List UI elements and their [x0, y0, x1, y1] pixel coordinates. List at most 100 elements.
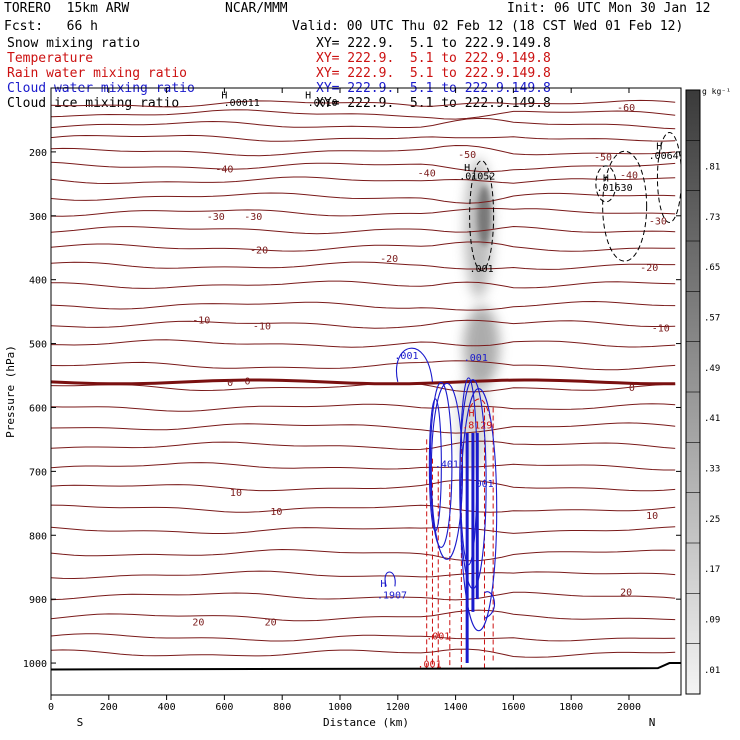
isotherm-line — [51, 192, 676, 204]
xsec-cloudice: XY= 222.9. 5.1 to 222.9.149.8 — [316, 96, 551, 111]
isotherm-line — [51, 440, 676, 451]
isotherm-line — [51, 591, 676, 601]
rain-water-label: .001 — [426, 632, 450, 643]
cloud-water-contour — [395, 347, 434, 383]
isotherm-line — [51, 526, 676, 534]
x-tick-label: 1600 — [501, 702, 525, 713]
temperature-label: 0 — [244, 377, 250, 388]
cloud-water-label: .401 — [435, 460, 459, 471]
x-axis-label: Distance (km) — [323, 716, 409, 729]
isotherm-line — [51, 144, 676, 157]
colorbar-level-label: .65 — [704, 263, 720, 273]
forecast-hour: Fcst: 66 h — [4, 19, 98, 34]
isotherm-line — [51, 504, 676, 513]
y-tick-label: 800 — [29, 531, 47, 542]
terrain-line — [50, 662, 681, 671]
colorbar-level-label: .73 — [704, 213, 720, 223]
temperature-label: -20 — [640, 263, 658, 274]
colorbar-level-label: .81 — [704, 163, 720, 173]
cloud-water-contour — [430, 382, 464, 560]
temperature-label: -10 — [652, 324, 670, 335]
cloud-ice-label: H — [603, 173, 609, 184]
colorbar-level-label: .57 — [704, 314, 720, 324]
snow-shade-max — [477, 185, 492, 246]
cloud-ice-label: .001 — [470, 264, 494, 275]
temperature-label: -30 — [649, 216, 667, 227]
plot-frame — [50, 87, 682, 696]
temperature-label: -10 — [253, 322, 271, 333]
x-tick-label: 2000 — [617, 702, 641, 713]
y-axis-label: Pressure (hPa) — [4, 345, 17, 438]
x-tick-label: 1200 — [386, 702, 410, 713]
isotherm-line — [51, 207, 676, 217]
isotherm-line — [51, 462, 676, 471]
y-tick-label: 1000 — [23, 659, 47, 670]
cloud-ice-label: H — [221, 90, 227, 101]
temperature-label: 10 — [646, 511, 658, 522]
cloud-water-contour — [429, 381, 453, 549]
isotherm-line — [51, 117, 676, 130]
temperature-label: 20 — [192, 618, 204, 629]
colorbar-level-label: .17 — [704, 565, 720, 575]
temperature-label: 10 — [270, 507, 282, 518]
cloud-water-label: .001 — [470, 479, 494, 490]
temperature-label: -40 — [418, 168, 436, 179]
temperature-label: 0 — [629, 383, 635, 394]
init-time: Init: 06 UTC Mon 30 Jan 12 — [507, 1, 711, 16]
x-tick-label: 1400 — [444, 702, 468, 713]
temperature-label: -20 — [250, 246, 268, 257]
isotherm-line — [51, 422, 676, 434]
temperature-label: -60 — [617, 103, 635, 114]
isotherm-line — [51, 609, 676, 622]
temperature-label: 10 — [230, 488, 242, 499]
x-end-label-north: N — [649, 716, 656, 729]
isotherm-line — [51, 403, 676, 412]
isotherm-line — [51, 225, 676, 235]
cloud-ice-label: H — [305, 90, 311, 101]
cloud-ice-label: .0064 — [649, 151, 679, 162]
isotherm-line — [51, 176, 676, 185]
isotherm-line — [51, 633, 676, 642]
isotherm-line — [51, 648, 676, 658]
y-tick-label: 500 — [29, 340, 47, 351]
y-tick-label: 400 — [29, 276, 47, 287]
field-temperature-label: Temperature — [7, 51, 94, 66]
isotherm-line — [51, 479, 676, 492]
cloud-ice-contour — [656, 131, 681, 223]
model-title: TORERO 15km ARW — [4, 1, 130, 16]
cloud-ice-contour — [469, 160, 495, 272]
temperature-label: -30 — [207, 212, 225, 223]
isotherm-line — [51, 548, 676, 562]
rain-water-label: .8129 — [462, 421, 492, 432]
temperature-label: -50 — [458, 150, 476, 161]
isotherm-line — [51, 339, 676, 348]
cloud-ice-label: .01052 — [459, 172, 495, 183]
temperature-label: -20 — [380, 254, 398, 265]
isotherm-line — [51, 300, 676, 311]
temperature-label: 20 — [620, 587, 632, 598]
cloud-ice-contour — [602, 150, 648, 262]
temperature-label: -50 — [594, 152, 612, 163]
snow-shade-lower — [456, 370, 489, 471]
temperature-label: -40 — [620, 170, 638, 181]
colorbar-level-label: .01 — [704, 666, 720, 676]
isotherm-line — [51, 99, 676, 108]
rain-water-label: .001 — [418, 660, 442, 671]
field-rain-label: Rain water mixing ratio — [7, 66, 188, 81]
colorbar-level-label: .49 — [704, 364, 720, 374]
xsec-rain: XY= 222.9. 5.1 to 222.9.149.8 — [316, 66, 551, 81]
y-tick-label: 300 — [29, 212, 47, 223]
x-tick-label: 800 — [273, 702, 291, 713]
colorbar-level-label: .09 — [704, 616, 720, 626]
xsec-temperature: XY= 222.9. 5.1 to 222.9.149.8 — [316, 51, 551, 66]
isotherm-line — [51, 319, 676, 329]
cloud-ice-label: .01630 — [596, 183, 632, 194]
cloud-ice-contour — [595, 165, 617, 203]
isotherm-line — [51, 360, 676, 371]
x-tick-label: 0 — [48, 702, 54, 713]
temperature-label: -40 — [215, 165, 233, 176]
isotherm-line — [51, 109, 676, 120]
colorbar-level-label: .41 — [704, 414, 720, 424]
cloud-water-label: .001 — [464, 353, 488, 364]
